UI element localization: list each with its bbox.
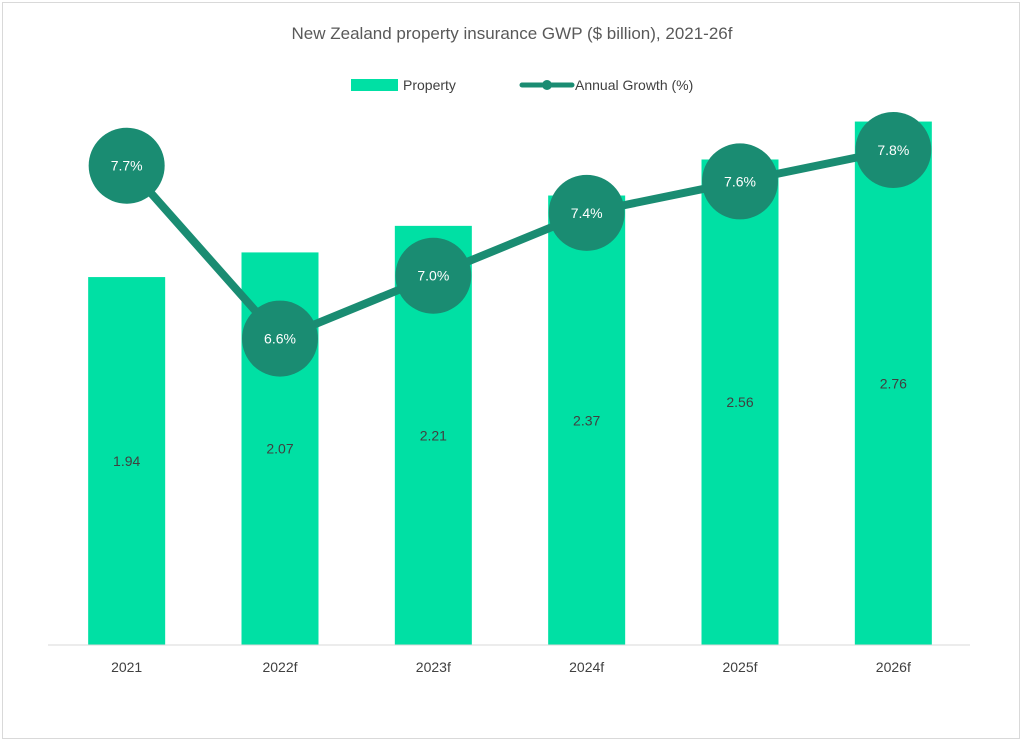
growth-marker-2026f	[855, 112, 932, 188]
growth-value-label-2022f: 6.6%	[264, 331, 296, 347]
legend-label-property: Property	[403, 77, 456, 93]
bar-value-label-2022f: 2.07	[266, 441, 293, 457]
bar-2025f	[701, 159, 779, 645]
bar-value-label-2023f: 2.21	[420, 427, 447, 443]
growth-value-label-2025f: 7.6%	[724, 173, 756, 189]
legend: Property Annual Growth (%)	[351, 77, 693, 93]
x-tick-label-2024f: 2024f	[569, 659, 604, 675]
growth-marker-2024f	[548, 174, 625, 251]
bar-value-label-2024f: 2.37	[573, 412, 600, 428]
growth-value-label-2023f: 7.0%	[417, 268, 449, 284]
growth-value-label-2024f: 7.4%	[571, 205, 603, 221]
bar-2024f	[548, 195, 626, 645]
x-tick-label-2025f: 2025f	[722, 659, 757, 675]
legend-swatch-property	[351, 79, 398, 91]
legend-marker-growth	[542, 80, 552, 90]
bar-value-label-2025f: 2.56	[726, 394, 753, 410]
bar-2026f	[854, 121, 932, 645]
bar-series-property: 1.94 2.07 2.21 2.37 2.56 2.76	[88, 121, 932, 646]
growth-marker-2023f	[395, 237, 472, 314]
x-tick-label-2022f: 2022f	[262, 659, 297, 675]
chart-title: New Zealand property insurance GWP ($ bi…	[292, 24, 733, 43]
x-tick-label-2023f: 2023f	[416, 659, 451, 675]
x-tick-label-2021: 2021	[111, 659, 142, 675]
growth-value-label-2026f: 7.8%	[877, 142, 909, 158]
legend-label-growth: Annual Growth (%)	[575, 77, 693, 93]
growth-marker-2025f	[702, 143, 778, 220]
growth-value-label-2021: 7.7%	[111, 158, 143, 174]
growth-marker-2022f	[242, 300, 318, 377]
bar-value-label-2021: 1.94	[113, 453, 140, 469]
line-series-growth: 7.7% 6.6% 7.0% 7.4% 7.6% 7.8%	[88, 112, 932, 377]
bar-value-label-2026f: 2.76	[880, 375, 907, 391]
growth-marker-2021	[88, 127, 165, 204]
x-tick-label-2026f: 2026f	[876, 659, 911, 675]
bar-2021	[88, 277, 166, 645]
x-axis-ticks: 2021 2022f 2023f 2024f 2025f 2026f	[111, 659, 911, 675]
